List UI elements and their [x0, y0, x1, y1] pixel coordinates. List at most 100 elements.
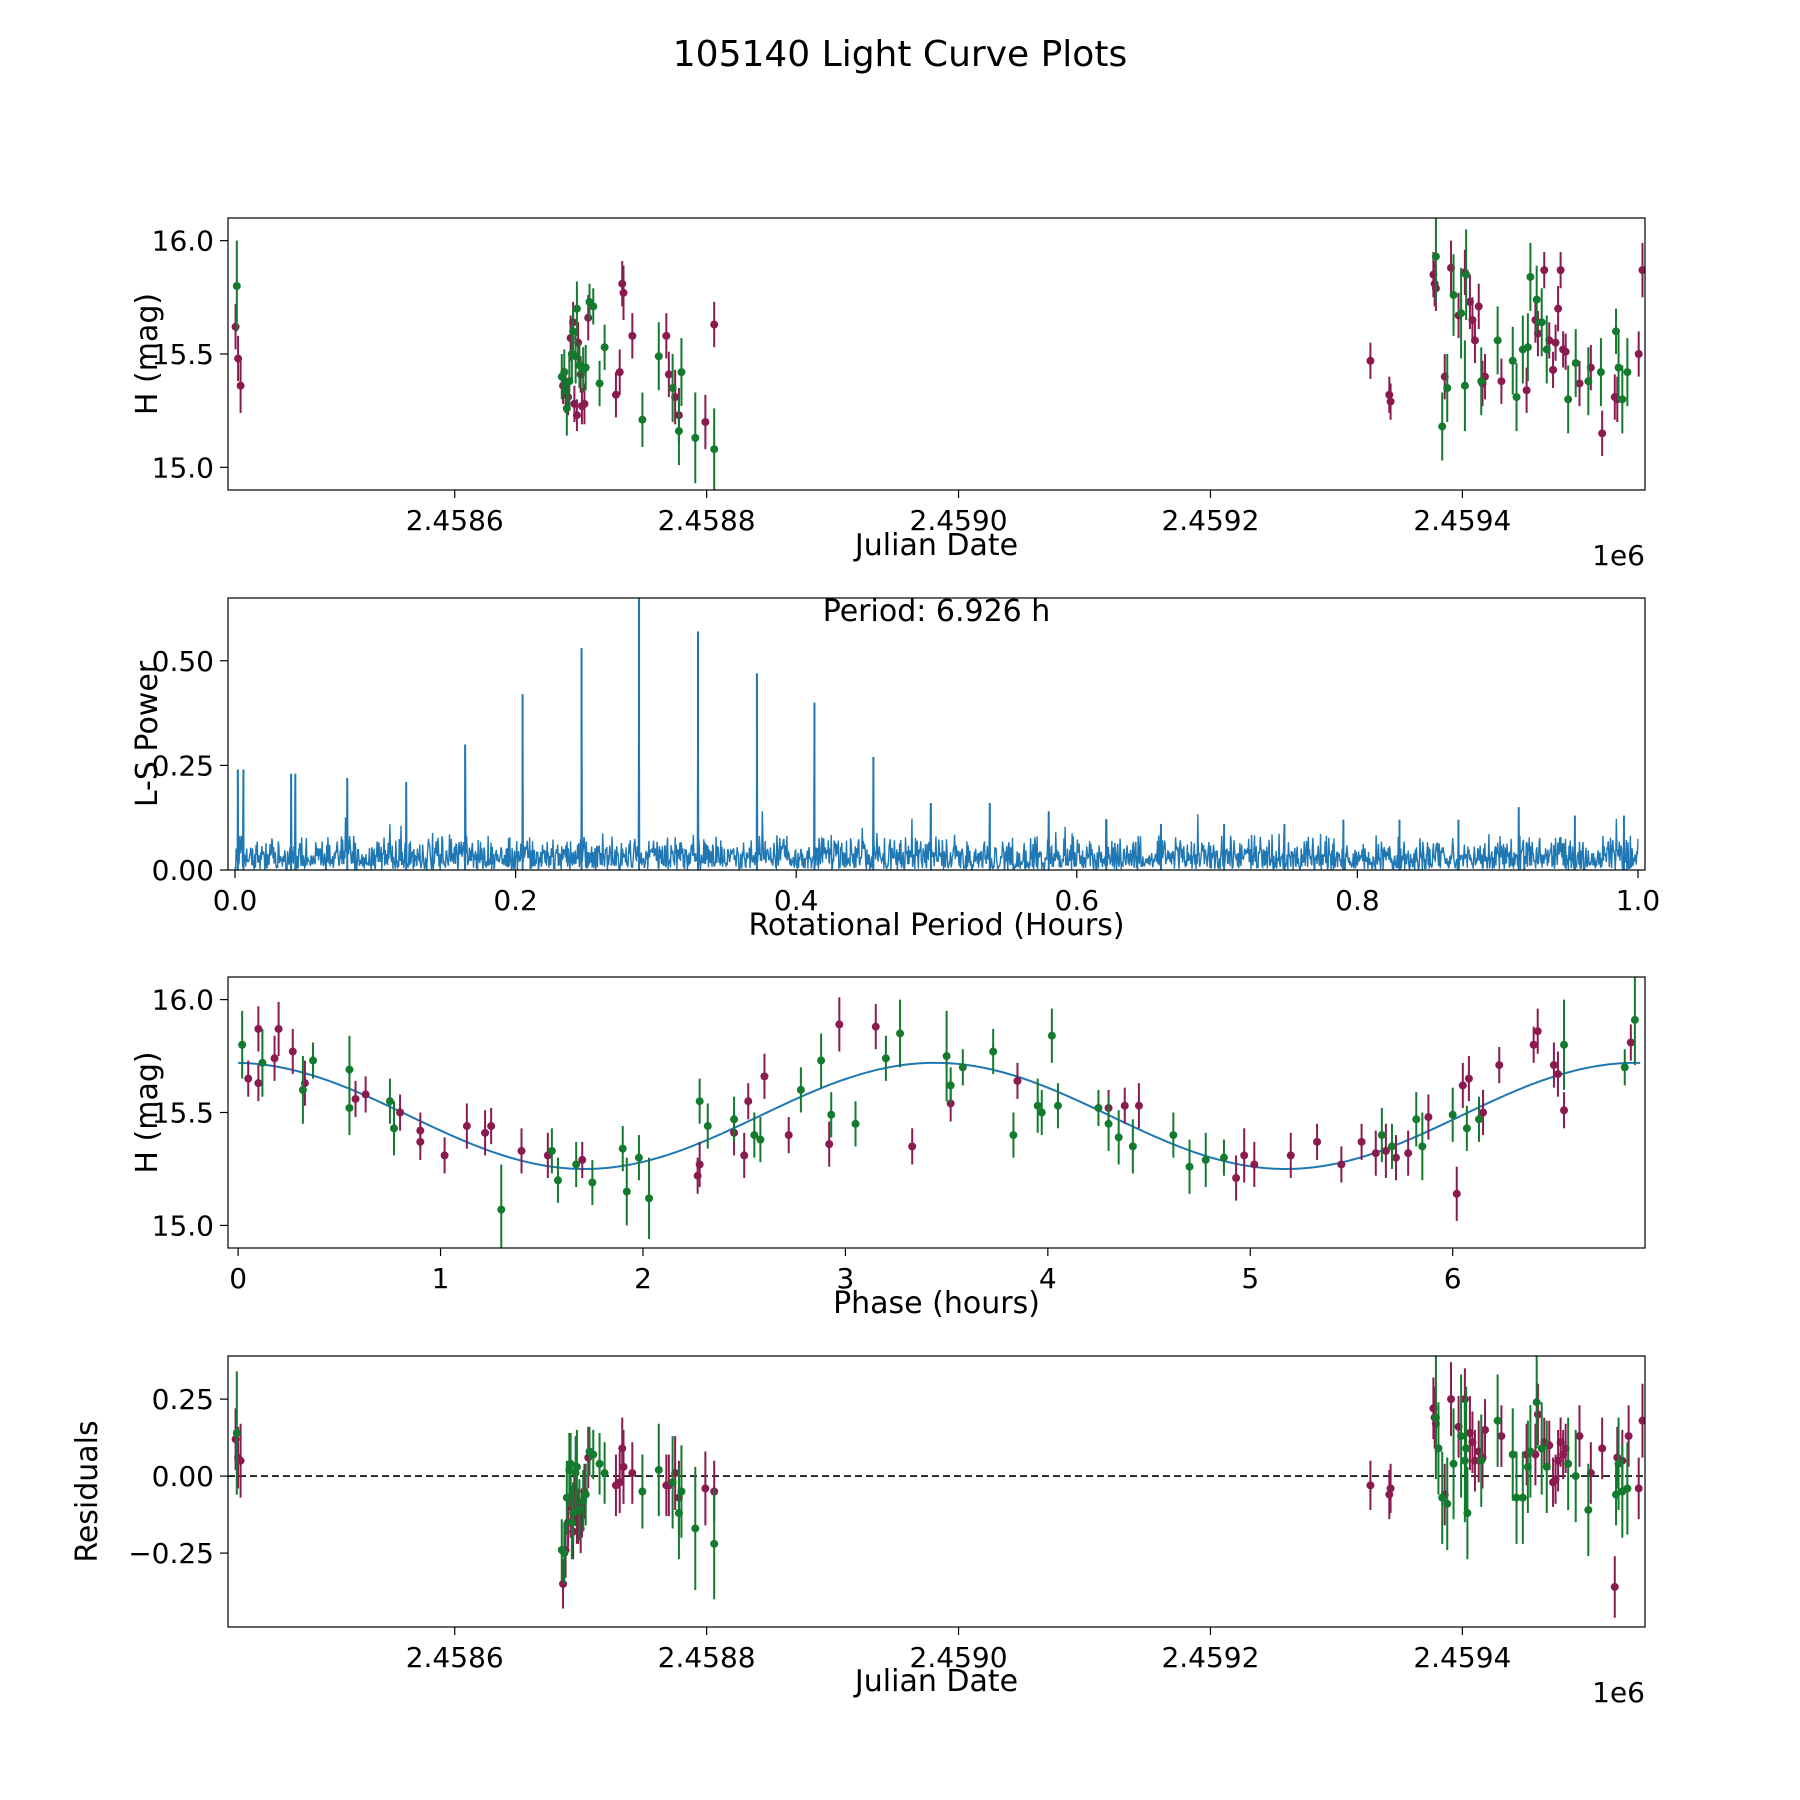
- r-data-point: [1232, 1173, 1241, 1182]
- r-data-point: [1286, 1151, 1295, 1160]
- g-data-point: [1185, 1162, 1194, 1171]
- g-data-point: [1542, 345, 1551, 354]
- g-data-point: [232, 282, 241, 290]
- r-data-point: [1533, 1027, 1542, 1036]
- r-data-point: [274, 1024, 283, 1033]
- r-data-point: [1240, 1151, 1249, 1160]
- g-data-point: [989, 1047, 998, 1056]
- g-data-point: [1438, 1493, 1447, 1502]
- g-data-point: [345, 1103, 354, 1112]
- g-data-point: [1623, 368, 1632, 377]
- g-data-point: [1462, 1124, 1471, 1133]
- x-tick-label: 2.4594: [1413, 504, 1511, 537]
- r-data-point: [1424, 1113, 1433, 1122]
- g-data-point: [258, 1058, 267, 1067]
- g-data-point: [566, 1459, 575, 1468]
- g-data-point: [1449, 1459, 1458, 1468]
- r-data-point: [1392, 1153, 1401, 1162]
- r-data-point: [695, 1160, 704, 1169]
- x-tick-label: 2.4592: [1161, 1641, 1259, 1674]
- g-data-point: [618, 1144, 627, 1153]
- g-data-point: [1460, 381, 1469, 390]
- g-data-point: [691, 433, 700, 442]
- g-data-point: [1094, 1103, 1103, 1112]
- g-data-point: [674, 427, 683, 436]
- x-tick-label: 0: [229, 1262, 247, 1295]
- r-data-point: [1385, 390, 1394, 399]
- r-data-point: [1366, 356, 1375, 365]
- g-data-point: [1449, 291, 1458, 300]
- g-data-point: [1457, 309, 1466, 318]
- r-data-point: [1540, 266, 1549, 275]
- g-data-point: [1564, 395, 1573, 404]
- y-tick-label: 15.5: [152, 1097, 214, 1130]
- y-tick-label: 0.00: [152, 1460, 214, 1493]
- g-data-point: [309, 1056, 318, 1065]
- g-data-point: [668, 384, 677, 392]
- x-tick-label: 2.4594: [1413, 1641, 1511, 1674]
- g-data-point: [1462, 1444, 1471, 1453]
- r-data-point: [1638, 266, 1645, 275]
- r-data-point: [1474, 302, 1483, 311]
- g-data-point: [389, 1124, 398, 1133]
- r-data-point: [231, 322, 240, 331]
- g-data-point: [645, 1194, 654, 1203]
- residuals-xlabel: Julian Date: [853, 1664, 1018, 1699]
- g-data-point: [1571, 1472, 1580, 1481]
- g-data-point: [1443, 1499, 1452, 1508]
- r-data-point: [908, 1142, 917, 1151]
- x-tick-label: 0.8: [1335, 884, 1380, 917]
- r-data-point: [1549, 1061, 1558, 1070]
- g-data-point: [1596, 368, 1605, 377]
- g-data-point: [1033, 1101, 1042, 1110]
- g-data-point: [851, 1119, 860, 1128]
- g-data-point: [638, 1487, 647, 1496]
- g-data-point: [572, 304, 581, 313]
- r-data-point: [1554, 304, 1563, 313]
- g-data-point: [1457, 1432, 1466, 1441]
- y-tick-label: 0.00: [152, 854, 214, 887]
- r-data-point: [481, 1128, 490, 1137]
- r-data-point: [1551, 338, 1560, 347]
- r-data-point: [1495, 1061, 1504, 1070]
- x-tick-label: 0.2: [493, 884, 538, 917]
- g-data-point: [1571, 359, 1580, 368]
- x-tick-label: 1.0: [1616, 884, 1661, 917]
- g-data-point: [1128, 1142, 1137, 1151]
- g-data-point: [1377, 1131, 1386, 1140]
- x-tick-label: 2.4592: [1161, 504, 1259, 537]
- x-tick-label: 2.4590: [910, 1641, 1008, 1674]
- g-data-point: [1614, 363, 1623, 372]
- r-data-point: [1013, 1076, 1022, 1085]
- g-data-point: [654, 1465, 663, 1474]
- g-data-point: [595, 1459, 604, 1468]
- r-data-point: [1366, 1481, 1375, 1490]
- r-data-point: [1561, 347, 1570, 356]
- g-data-point: [1443, 384, 1452, 392]
- g-data-point: [1493, 1416, 1502, 1425]
- r-data-point: [611, 390, 620, 399]
- g-data-point: [1219, 1153, 1228, 1162]
- g-data-point: [575, 1505, 584, 1514]
- r-data-point: [1470, 336, 1479, 345]
- g-data-point: [1037, 1108, 1046, 1117]
- r-data-point: [351, 1094, 360, 1103]
- g-data-point: [695, 1097, 704, 1106]
- r-data-point: [1357, 1137, 1366, 1146]
- phased-curve-panel: 0 1 2 3 4 5 6 15.0 15.5 16.0 Phase (hours) H (mag…: [130, 976, 1646, 1321]
- g-data-point: [896, 1029, 905, 1038]
- r-data-point: [1598, 1444, 1607, 1453]
- g-data-point: [691, 1524, 700, 1533]
- g-data-point: [622, 1187, 631, 1196]
- r-data-point: [578, 1155, 587, 1164]
- r-data-point: [628, 331, 637, 340]
- r-data-point: [835, 1020, 844, 1029]
- r-data-point: [288, 1047, 297, 1056]
- g-data-point: [1512, 1493, 1521, 1502]
- g-data-point: [1560, 1040, 1569, 1049]
- r-data-point: [662, 331, 671, 340]
- residuals-x-offset: 1e6: [1592, 1676, 1645, 1709]
- g-data-point: [232, 1428, 241, 1437]
- g-data-point: [881, 1054, 890, 1063]
